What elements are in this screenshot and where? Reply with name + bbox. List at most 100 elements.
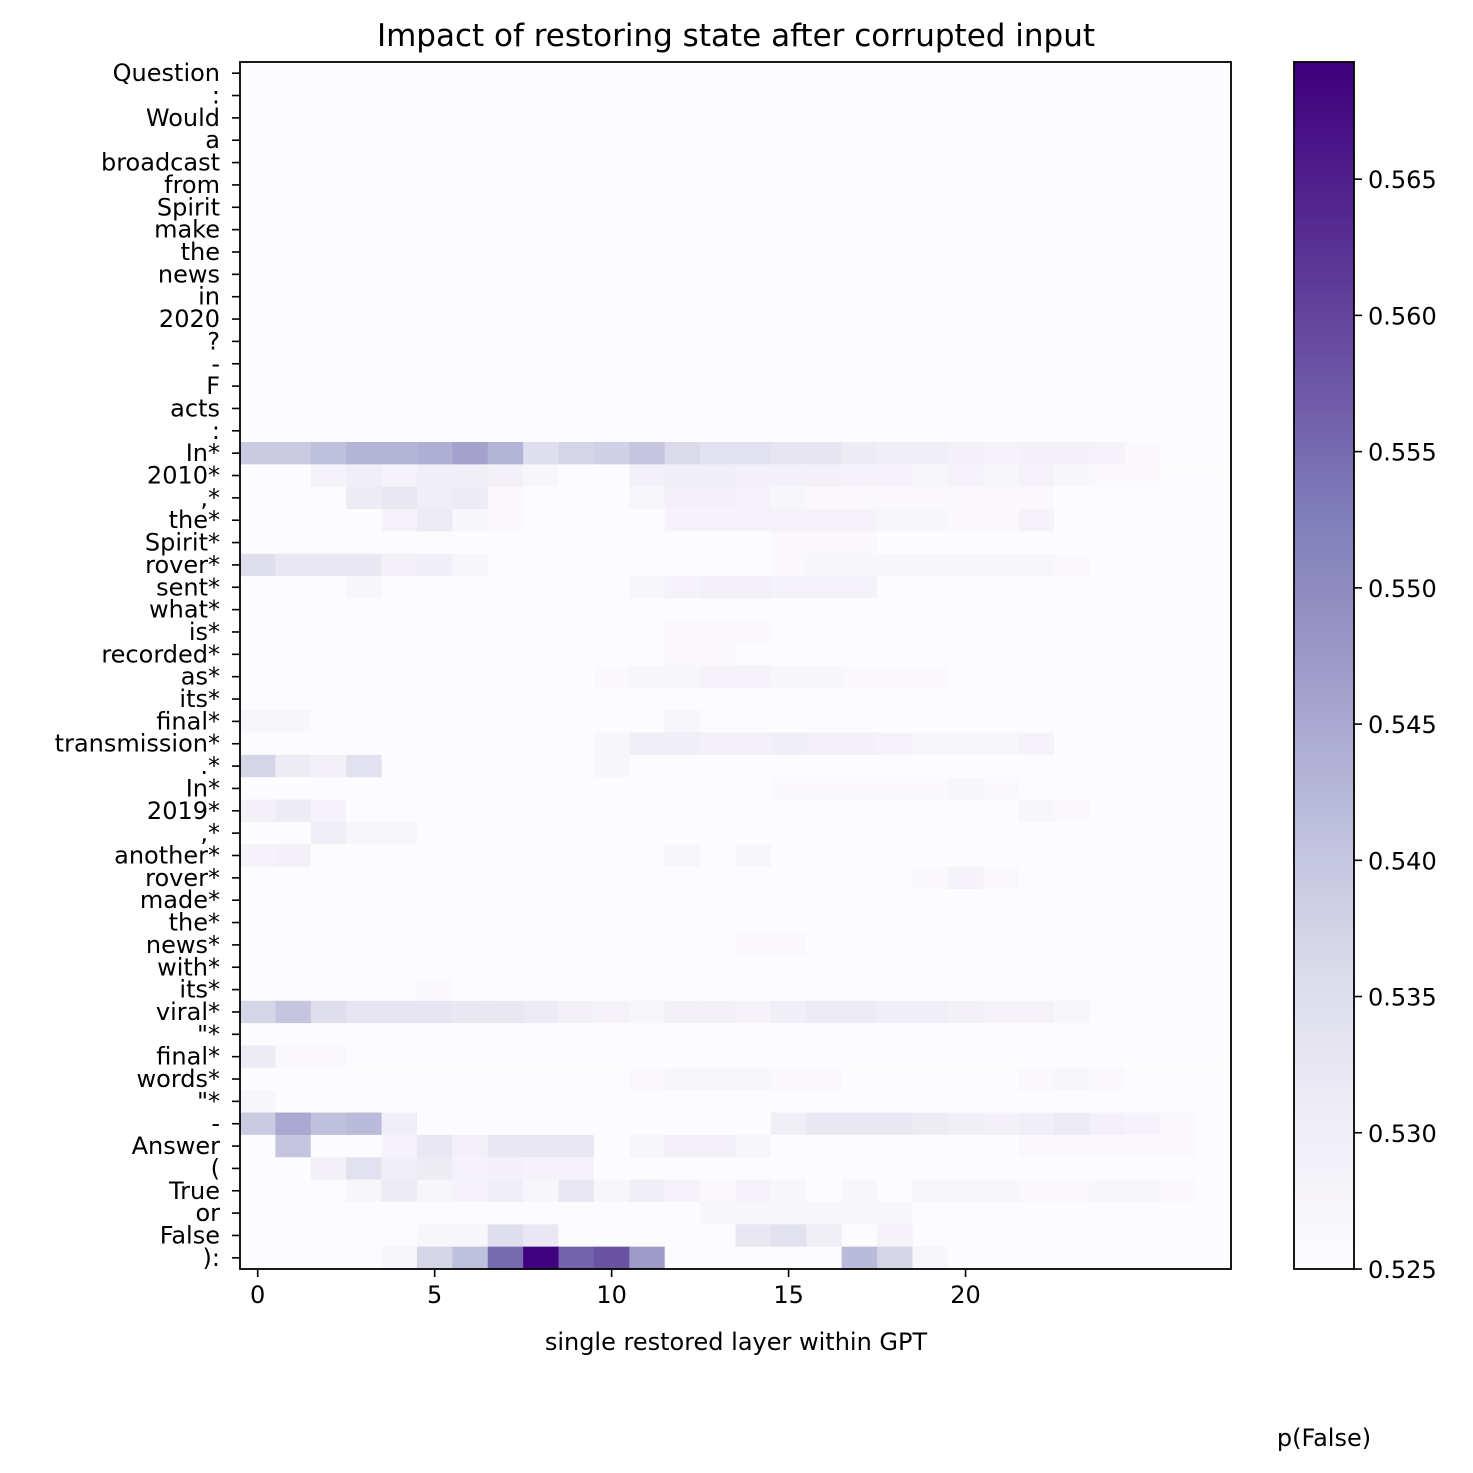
heatmap-cell bbox=[558, 1045, 595, 1069]
heatmap-cell bbox=[877, 509, 914, 532]
y-tick-label: In* bbox=[186, 774, 220, 802]
heatmap-cell bbox=[1160, 1067, 1197, 1091]
heatmap-cell bbox=[664, 889, 701, 912]
heatmap-cell bbox=[1054, 553, 1091, 577]
heatmap-cell bbox=[240, 1157, 276, 1181]
heatmap-cell bbox=[983, 129, 1020, 153]
heatmap-cell bbox=[912, 598, 949, 622]
heatmap-cell bbox=[240, 419, 276, 443]
heatmap-cell bbox=[877, 263, 914, 287]
heatmap-cell bbox=[452, 576, 489, 600]
heatmap-cell bbox=[310, 1134, 347, 1158]
heatmap-cell bbox=[664, 1067, 701, 1091]
heatmap-cell bbox=[983, 710, 1020, 734]
heatmap-cell bbox=[240, 464, 276, 488]
heatmap-cell bbox=[947, 1000, 984, 1024]
heatmap-cell bbox=[1089, 218, 1126, 242]
heatmap-cell bbox=[416, 1179, 453, 1203]
heatmap-cell bbox=[593, 352, 630, 376]
y-tick-label: the* bbox=[169, 909, 220, 937]
heatmap-cell bbox=[487, 464, 524, 488]
heatmap-cell bbox=[1054, 62, 1091, 85]
heatmap-cell bbox=[841, 620, 878, 644]
heatmap-cell bbox=[1195, 754, 1232, 778]
heatmap-cell bbox=[1089, 889, 1126, 912]
heatmap-cell bbox=[1124, 1090, 1161, 1114]
heatmap-cell bbox=[452, 821, 489, 845]
heatmap-cell bbox=[1018, 754, 1055, 778]
heatmap-cell bbox=[806, 1023, 843, 1047]
heatmap-cell bbox=[310, 352, 347, 376]
heatmap-cell bbox=[983, 1157, 1020, 1181]
heatmap-cell bbox=[1018, 218, 1055, 242]
heatmap-cell bbox=[1054, 799, 1091, 823]
heatmap-cell bbox=[523, 1201, 560, 1225]
heatmap-cell bbox=[664, 173, 701, 197]
heatmap-cell bbox=[912, 352, 949, 376]
heatmap-cell bbox=[593, 1157, 630, 1181]
heatmap-cell bbox=[1195, 352, 1232, 376]
heatmap-cell bbox=[1018, 911, 1055, 935]
heatmap-cell bbox=[558, 1134, 595, 1158]
heatmap-cell bbox=[806, 1090, 843, 1114]
heatmap-cell bbox=[1054, 352, 1091, 376]
heatmap-cell bbox=[416, 84, 453, 108]
heatmap-cell bbox=[346, 933, 383, 957]
heatmap-cell bbox=[452, 151, 489, 175]
heatmap-cell bbox=[310, 576, 347, 600]
heatmap-cell bbox=[416, 1246, 453, 1270]
heatmap-cell bbox=[558, 687, 595, 711]
heatmap-cell bbox=[1195, 263, 1232, 287]
heatmap-cell bbox=[770, 419, 807, 443]
heatmap-cell bbox=[1124, 84, 1161, 108]
heatmap-cell bbox=[416, 173, 453, 197]
heatmap-cell bbox=[735, 866, 772, 890]
heatmap-cell bbox=[912, 911, 949, 935]
heatmap-cell bbox=[1054, 1157, 1091, 1181]
heatmap-cell bbox=[770, 218, 807, 242]
heatmap-cell bbox=[735, 576, 772, 600]
heatmap-cell bbox=[735, 486, 772, 510]
heatmap-cell bbox=[806, 553, 843, 577]
heatmap-cell bbox=[983, 1112, 1020, 1136]
heatmap-cell bbox=[1018, 1224, 1055, 1248]
heatmap-cell bbox=[381, 129, 418, 153]
heatmap-cell bbox=[664, 844, 701, 868]
heatmap-cell bbox=[700, 1023, 737, 1047]
heatmap-cell bbox=[1054, 106, 1091, 130]
heatmap-cell bbox=[629, 374, 666, 398]
heatmap-cell bbox=[310, 665, 347, 689]
heatmap-cell bbox=[664, 821, 701, 845]
heatmap-cell bbox=[487, 799, 524, 823]
heatmap-cell bbox=[1054, 956, 1091, 980]
heatmap-cell bbox=[1054, 777, 1091, 801]
heatmap-cell bbox=[1124, 1201, 1161, 1225]
heatmap-cell bbox=[664, 553, 701, 577]
heatmap-cell bbox=[275, 799, 312, 823]
heatmap-cell bbox=[770, 285, 807, 309]
heatmap-cell bbox=[770, 978, 807, 1002]
heatmap-cell bbox=[806, 821, 843, 845]
heatmap-cell bbox=[416, 441, 453, 465]
heatmap-cell bbox=[240, 844, 276, 868]
heatmap-cell bbox=[416, 196, 453, 220]
heatmap-cell bbox=[1018, 732, 1055, 756]
heatmap-cell bbox=[523, 1112, 560, 1136]
heatmap-cell bbox=[523, 598, 560, 622]
heatmap-cell bbox=[629, 956, 666, 980]
heatmap-cell bbox=[841, 218, 878, 242]
y-tick-label: "* bbox=[197, 1020, 220, 1048]
heatmap-cell bbox=[877, 576, 914, 600]
heatmap-cell bbox=[523, 151, 560, 175]
heatmap-cell bbox=[735, 240, 772, 264]
heatmap-cell bbox=[983, 218, 1020, 242]
heatmap-cell bbox=[983, 285, 1020, 309]
heatmap-cell bbox=[275, 196, 312, 220]
heatmap-cell bbox=[416, 665, 453, 689]
heatmap-cell bbox=[735, 509, 772, 532]
heatmap-cell bbox=[1089, 687, 1126, 711]
heatmap-cell bbox=[452, 866, 489, 890]
heatmap-cell bbox=[487, 576, 524, 600]
heatmap-cell bbox=[310, 1246, 347, 1270]
heatmap-cell bbox=[1160, 710, 1197, 734]
